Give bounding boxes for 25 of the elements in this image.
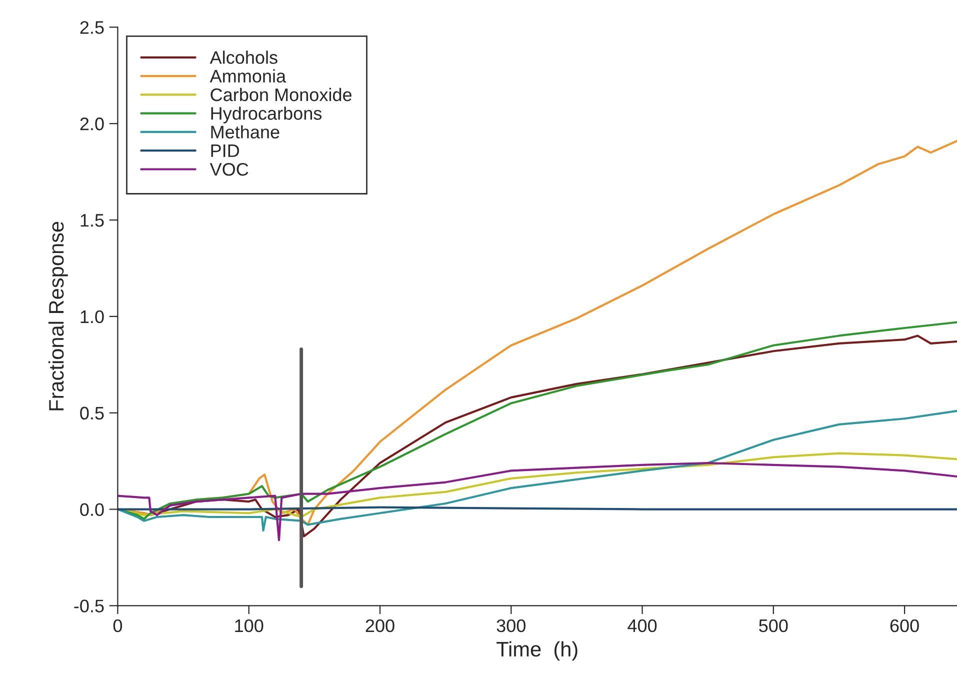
legend-label: Alcohols bbox=[210, 50, 278, 64]
legend-label: Ammonia bbox=[210, 69, 286, 83]
x-tick-label: 0 bbox=[113, 619, 122, 632]
x-tick-label: 100 bbox=[235, 619, 264, 632]
y-axis-title: Fractional Response bbox=[48, 222, 68, 410]
x-tick-label: 300 bbox=[496, 619, 526, 632]
y-tick-label: 1.5 bbox=[80, 214, 104, 227]
legend-label: Carbon Monoxide bbox=[210, 88, 352, 102]
legend-label: VOC bbox=[210, 162, 248, 176]
legend-label: Hydrocarbons bbox=[211, 106, 322, 124]
legend-label: PID bbox=[211, 144, 240, 157]
y-tick-label: 2.0 bbox=[80, 118, 104, 130]
y-tick-label: 2.5 bbox=[80, 21, 104, 34]
legend-label: Methane bbox=[211, 125, 280, 138]
line-series bbox=[118, 462, 957, 542]
line-series bbox=[118, 410, 957, 532]
x-tick-label: 400 bbox=[628, 619, 657, 632]
y-tick-label: 1.0 bbox=[80, 310, 104, 324]
x-tick-label: 500 bbox=[759, 619, 788, 632]
y-tick-label: -0.5 bbox=[74, 600, 104, 612]
y-tick-label: 0.0 bbox=[80, 503, 104, 516]
x-axis-title: Time (h) bbox=[496, 641, 578, 661]
x-tick-label: 600 bbox=[890, 619, 919, 632]
x-tick-label: 200 bbox=[366, 619, 394, 632]
y-tick-label: 0.5 bbox=[80, 406, 104, 420]
